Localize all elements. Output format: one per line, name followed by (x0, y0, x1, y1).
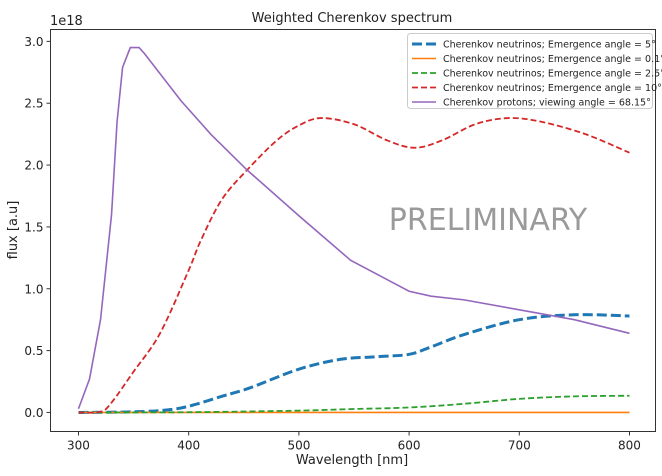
y-tick-label: 1.5 (24, 220, 43, 234)
y-tick-label: 3.0 (24, 35, 43, 49)
chart-title: Weighted Cherenkov spectrum (252, 11, 453, 26)
y-tick-label: 0.5 (24, 344, 43, 358)
preliminary-watermark: PRELIMINARY (389, 203, 588, 238)
legend-label: Cherenkov neutrinos; Emergence angle = 1… (443, 83, 662, 94)
x-axis-label: Wavelength [nm] (296, 453, 408, 468)
y-tick-label: 2.5 (24, 97, 43, 111)
legend: Cherenkov neutrinos; Emergence angle = 5… (408, 34, 662, 109)
y-tick-label: 2.0 (24, 159, 43, 173)
x-tick-label: 300 (67, 439, 90, 453)
x-tick-label: 400 (177, 439, 200, 453)
series-line-3 (78, 118, 629, 413)
x-tick-label: 600 (398, 439, 421, 453)
x-tick-label: 800 (618, 439, 641, 453)
x-tick-label: 700 (508, 439, 531, 453)
y-offset-label: 1e18 (50, 14, 83, 29)
legend-label: Cherenkov protons; viewing angle = 68.15… (443, 98, 651, 109)
y-tick-label: 1.0 (24, 282, 43, 296)
x-tick-label: 500 (287, 439, 310, 453)
y-axis-label: flux [a.u] (6, 201, 21, 260)
y-tick-label: 0.0 (24, 406, 43, 420)
y-axis: 0.0 0.5 1.0 1.5 2.0 2.5 3.0 (24, 35, 50, 420)
legend-label: Cherenkov neutrinos; Emergence angle = 0… (443, 54, 662, 65)
legend-label: Cherenkov neutrinos; Emergence angle = 2… (443, 69, 662, 80)
legend-label: Cherenkov neutrinos; Emergence angle = 5… (443, 40, 656, 51)
series-line-2 (78, 396, 629, 413)
x-axis: 300 400 500 600 700 800 (67, 432, 641, 453)
